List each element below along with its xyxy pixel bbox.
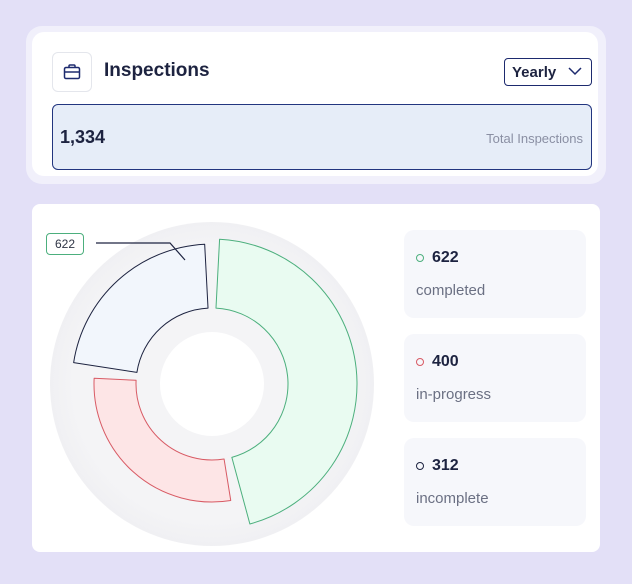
legend-dot-in-progress (416, 358, 424, 366)
donut-slice-completed[interactable] (215, 238, 358, 525)
donut-slice-incomplete[interactable] (73, 243, 209, 373)
page-title: Inspections (104, 60, 210, 81)
legend-dot-completed (416, 254, 424, 262)
legend-label-in-progress: in-progress (416, 386, 492, 403)
legend-value-completed: 622 (432, 249, 459, 266)
donut-chart-card: 622 622 completed 400 in-progress 312 in… (32, 204, 600, 552)
chart-callout-label: 622 (46, 233, 84, 255)
donut-chart (50, 222, 374, 546)
donut-hole (160, 332, 264, 436)
briefcase-icon (63, 64, 81, 80)
legend-item-incomplete: 312 incomplete (404, 438, 586, 526)
legend-label-incomplete: incomplete (416, 490, 489, 507)
legend-item-completed: 622 completed (404, 230, 586, 318)
total-inspections-value: 1,334 (60, 127, 106, 147)
chevron-down-icon (568, 67, 582, 76)
total-inspections-box: 1,334 Total Inspections (52, 104, 592, 170)
briefcase-icon-box (52, 52, 92, 92)
period-select-value: Yearly (512, 63, 557, 81)
legend-dot-incomplete (416, 462, 424, 470)
legend-item-in-progress: 400 in-progress (404, 334, 586, 422)
donut-slice-in-progress[interactable] (93, 377, 232, 503)
legend-label-completed: completed (416, 282, 486, 299)
callout-leader-line (96, 242, 186, 261)
inspections-summary-card: Inspections Yearly 1,334 Total Inspectio… (26, 26, 606, 184)
total-inspections-label: Total Inspections (486, 131, 583, 146)
legend-value-incomplete: 312 (432, 457, 459, 474)
inspections-summary-panel: Inspections Yearly 1,334 Total Inspectio… (32, 32, 598, 176)
legend-value-in-progress: 400 (432, 353, 459, 370)
period-select[interactable]: Yearly (504, 58, 592, 86)
